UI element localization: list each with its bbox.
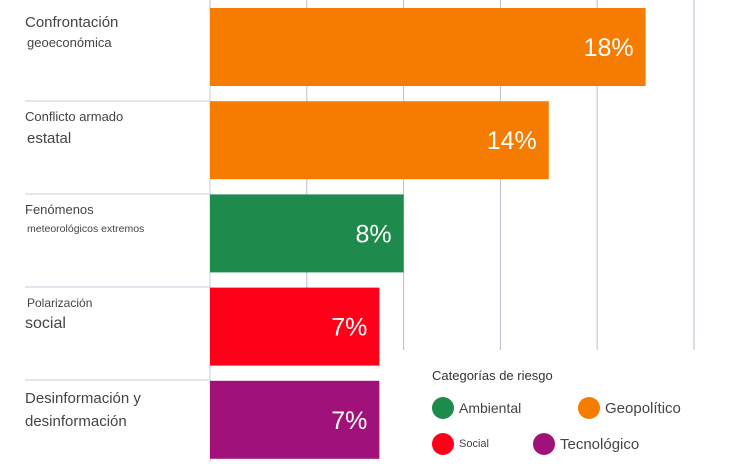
bar-value-label: 18% [584, 34, 634, 62]
category-label: Confrontación geoeconómica [25, 14, 205, 51]
legend-label: Tecnológico [560, 435, 640, 453]
bar-value-label: 7% [331, 314, 367, 342]
category-label: Fenómenos meteorológicos extremos [25, 202, 205, 235]
category-label-line1: Fenómenos [25, 202, 94, 217]
bar-value-label: 8% [355, 220, 391, 248]
legend-label: Social [459, 438, 489, 450]
category-label-line2: meteorológicos extremos [27, 222, 145, 235]
bar-value-label: 7% [331, 407, 367, 435]
legend-title: Categorías de riesgo [432, 368, 553, 383]
legend-dot-icon [432, 397, 454, 419]
bar [210, 287, 380, 366]
legend-item-ambiental: Ambiental [432, 397, 521, 419]
bar [210, 101, 549, 180]
category-label: Polarización social [25, 296, 205, 334]
category-label: Conflicto armado estatal [25, 109, 205, 148]
bar [210, 8, 646, 86]
bar-value-label: 14% [487, 127, 537, 155]
legend-item-social: Social [432, 433, 489, 455]
category-label-line1: Confrontación [25, 14, 119, 31]
category-label-line1: Desinformación y [25, 390, 141, 407]
category-label-line2: estatal [27, 129, 72, 147]
category-label-line1: Conflicto armado [25, 109, 124, 124]
legend-label: Geopolítico [605, 399, 681, 417]
category-label-line2: desinformación [25, 413, 127, 430]
legend-dot-icon [432, 433, 454, 455]
legend-dot-icon [533, 433, 555, 455]
legend-item-geopolitico: Geopolítico [578, 397, 681, 419]
bar [210, 194, 404, 273]
legend-label: Ambiental [459, 400, 522, 416]
legend-item-tecnologico: Tecnológico [533, 433, 639, 455]
legend-dot-icon [578, 397, 600, 419]
category-label-line2: social [25, 315, 66, 333]
bar [210, 380, 380, 459]
category-label-line2: geoeconómica [27, 35, 112, 50]
category-label-line1: Polarización [27, 296, 93, 310]
category-label: Desinformación y desinformación [25, 390, 205, 431]
